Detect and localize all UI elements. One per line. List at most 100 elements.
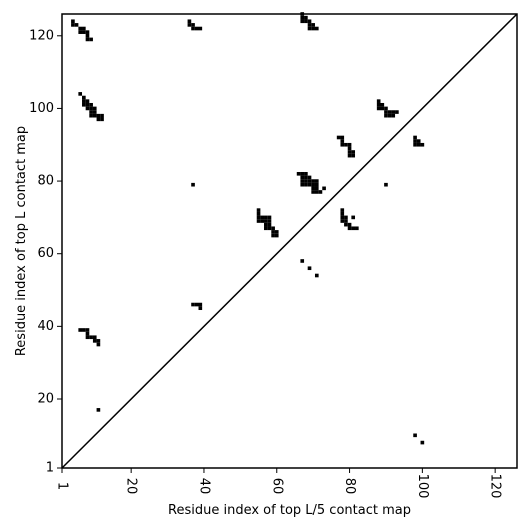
contact-point — [344, 219, 348, 223]
contact-point — [300, 19, 305, 24]
contact-point — [96, 113, 101, 118]
contact-point — [384, 182, 388, 187]
contact-point — [89, 110, 93, 114]
contact-point — [344, 142, 348, 147]
contact-point — [413, 135, 417, 140]
contact-point — [307, 179, 312, 183]
contact-point — [82, 102, 86, 107]
contact-point — [191, 182, 195, 187]
contact-point — [311, 186, 315, 191]
contact-point — [340, 135, 345, 140]
contact-point — [82, 99, 86, 103]
contact-point — [391, 113, 396, 118]
contact-point — [82, 328, 86, 332]
contact-point — [413, 139, 417, 143]
contact-point — [271, 230, 275, 234]
y-tick-label: 1 — [46, 461, 54, 476]
contact-point — [92, 339, 97, 343]
contact-point — [85, 102, 90, 107]
contact-point — [420, 440, 425, 445]
contact-point — [351, 226, 356, 231]
contact-point — [376, 106, 381, 111]
contact-point — [78, 26, 83, 31]
x-tick-label: 60 — [269, 478, 284, 495]
contact-point — [300, 259, 305, 263]
contact-point — [82, 30, 86, 34]
contact-point — [92, 335, 97, 340]
contact-point — [344, 215, 348, 220]
contact-point — [89, 335, 93, 340]
contact-point — [267, 219, 272, 223]
contact-point — [300, 182, 305, 187]
contact-points — [71, 12, 425, 445]
contact-point — [194, 26, 199, 31]
contact-point — [387, 110, 392, 114]
contact-point — [413, 142, 417, 147]
contact-point — [300, 171, 305, 176]
contact-point — [314, 186, 319, 191]
diagonal-line — [61, 13, 518, 469]
contact-point — [92, 110, 97, 114]
contact-point — [300, 175, 305, 180]
y-tick-label: 120 — [29, 28, 54, 43]
contact-point — [391, 110, 396, 114]
contact-point — [191, 23, 195, 27]
contact-point — [71, 23, 75, 27]
contact-point — [311, 182, 315, 187]
contact-point — [307, 19, 312, 24]
contact-point — [256, 215, 261, 220]
x-tick-label: 120 — [488, 474, 503, 499]
y-tick-label: 40 — [37, 319, 54, 334]
contact-point — [85, 328, 90, 332]
contact-point — [256, 208, 261, 212]
x-tick-label: 40 — [196, 478, 211, 495]
contact-point — [307, 266, 312, 271]
contact-point — [89, 37, 93, 42]
contact-point — [416, 139, 421, 143]
contact-point — [420, 142, 425, 147]
contact-point — [198, 302, 203, 307]
contact-point — [96, 339, 101, 343]
contact-point — [89, 106, 93, 111]
contact-point — [267, 226, 272, 231]
contact-point — [307, 26, 312, 31]
contact-point — [198, 306, 203, 311]
contact-point — [380, 106, 385, 111]
contact-point — [78, 92, 83, 96]
contact-point — [191, 26, 195, 31]
contact-point — [347, 222, 352, 227]
contact-point — [347, 146, 352, 151]
contact-point — [340, 139, 345, 143]
contact-point — [267, 222, 272, 227]
contact-point — [355, 226, 359, 231]
contact-point — [191, 302, 195, 307]
contact-point — [85, 37, 90, 42]
contact-point — [85, 33, 90, 38]
contact-point — [351, 153, 356, 158]
contact-point — [300, 15, 305, 20]
contact-point — [311, 23, 315, 27]
contact-point — [307, 175, 312, 180]
contact-point — [384, 110, 388, 114]
contact-point — [311, 26, 315, 31]
contact-point — [264, 219, 268, 223]
contact-point — [307, 182, 312, 187]
contact-point — [78, 328, 83, 332]
contact-point — [384, 113, 388, 118]
contact-point — [274, 230, 279, 234]
contact-point — [322, 186, 326, 191]
contact-point — [376, 102, 381, 107]
contact-point — [314, 273, 319, 278]
contact-point — [387, 113, 392, 118]
contact-point — [304, 19, 308, 24]
contact-point — [314, 190, 319, 194]
x-axis-ticks: 1 20 40 60 80 100 120 — [55, 468, 503, 498]
contact-point — [416, 142, 421, 147]
contact-point — [187, 19, 192, 24]
contact-point — [96, 117, 101, 122]
x-tick-label: 1 — [55, 482, 70, 490]
contact-point — [336, 135, 341, 140]
contact-point — [260, 215, 265, 220]
contact-point — [89, 113, 93, 118]
contact-point — [194, 302, 199, 307]
